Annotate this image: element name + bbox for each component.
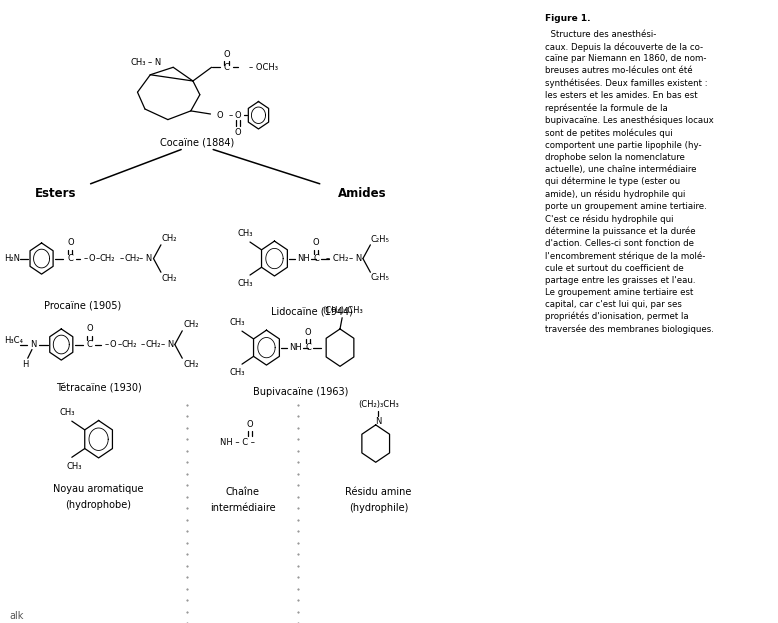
Text: Bupivacaïne (1963): Bupivacaïne (1963) — [254, 388, 349, 397]
Text: –: – — [96, 254, 100, 263]
Text: (hydrophile): (hydrophile) — [349, 503, 408, 513]
Text: Figure 1.: Figure 1. — [545, 14, 591, 22]
Text: O: O — [305, 328, 311, 336]
Text: Amides: Amides — [338, 187, 387, 199]
Text: C: C — [223, 63, 230, 72]
Text: O: O — [110, 340, 116, 349]
Text: – OCH₃: – OCH₃ — [249, 63, 278, 72]
Text: CH₂: CH₂ — [183, 360, 198, 369]
Text: alk: alk — [9, 611, 24, 621]
Text: – CH₂: – CH₂ — [326, 254, 349, 263]
Text: – N: – N — [139, 254, 152, 263]
Text: –: – — [141, 340, 145, 349]
Text: –: – — [83, 254, 87, 263]
Text: –: – — [117, 340, 121, 349]
Text: C₂H₅: C₂H₅ — [370, 235, 390, 244]
Text: –: – — [119, 254, 124, 263]
Text: Structure des anesthési-
caux. Depuis la découverte de la co-
caïne par Niemann : Structure des anesthési- caux. Depuis la… — [545, 30, 714, 334]
Text: – N: – N — [349, 254, 362, 263]
Text: O: O — [235, 111, 241, 120]
Text: CH₂: CH₂ — [145, 340, 161, 349]
Text: C₂H₅: C₂H₅ — [370, 273, 390, 282]
Text: O: O — [86, 325, 93, 333]
Text: CH₃: CH₃ — [230, 318, 246, 327]
Text: O: O — [235, 128, 241, 137]
Text: C: C — [86, 340, 93, 349]
Text: intermédiaire: intermédiaire — [209, 503, 275, 513]
Text: CH₂: CH₂ — [162, 274, 177, 283]
Text: H₂N: H₂N — [4, 254, 19, 263]
Text: C: C — [68, 254, 73, 263]
Text: Chaîne: Chaîne — [226, 487, 260, 497]
Text: – N: – N — [161, 340, 174, 349]
Text: – N: – N — [148, 59, 161, 67]
Text: O: O — [247, 421, 254, 429]
Text: Résidu amine: Résidu amine — [345, 487, 412, 497]
Text: (hydrophobe): (hydrophobe) — [65, 500, 131, 510]
Text: Noyau aromatique: Noyau aromatique — [54, 484, 144, 494]
Text: NH: NH — [297, 254, 310, 263]
Text: CH₂: CH₂ — [100, 254, 115, 263]
Text: Tétracaïne (1930): Tétracaïne (1930) — [56, 383, 142, 393]
Text: –: – — [228, 111, 233, 120]
Text: Lidocaïne (1944): Lidocaïne (1944) — [271, 307, 352, 316]
Text: CH₂: CH₂ — [162, 234, 177, 243]
Text: O: O — [67, 239, 74, 247]
Text: O: O — [313, 239, 319, 247]
Text: Cocaïne (1884): Cocaïne (1884) — [160, 137, 234, 147]
Text: CH₃: CH₃ — [60, 408, 75, 417]
Text: H₃C₄: H₃C₄ — [4, 336, 23, 345]
Text: CH₃: CH₃ — [238, 279, 254, 288]
Text: CH₃: CH₃ — [66, 462, 82, 470]
Text: O: O — [223, 50, 230, 59]
Text: O: O — [217, 111, 223, 120]
Text: NH: NH — [289, 343, 302, 352]
Text: –: – — [104, 340, 109, 349]
Text: CH₃: CH₃ — [238, 229, 254, 238]
Text: N: N — [30, 340, 37, 349]
Text: CH₂: CH₂ — [124, 254, 140, 263]
Text: O: O — [89, 254, 95, 263]
Text: H: H — [23, 360, 29, 369]
Text: CH₃: CH₃ — [230, 368, 246, 378]
Text: Procaïne (1905): Procaïne (1905) — [44, 300, 121, 310]
Text: C: C — [305, 343, 311, 352]
Text: N: N — [375, 417, 381, 426]
Text: Esters: Esters — [35, 187, 77, 199]
Text: C: C — [313, 254, 319, 263]
Text: CH₂: CH₂ — [183, 320, 198, 329]
Text: (CH₂)₃CH₃: (CH₂)₃CH₃ — [358, 401, 399, 409]
Text: CH₂: CH₂ — [121, 340, 137, 349]
Text: (CH₂)₃CH₃: (CH₂)₃CH₃ — [322, 306, 363, 315]
Text: CH₃: CH₃ — [131, 58, 146, 67]
Text: NH – C –: NH – C – — [219, 438, 254, 447]
